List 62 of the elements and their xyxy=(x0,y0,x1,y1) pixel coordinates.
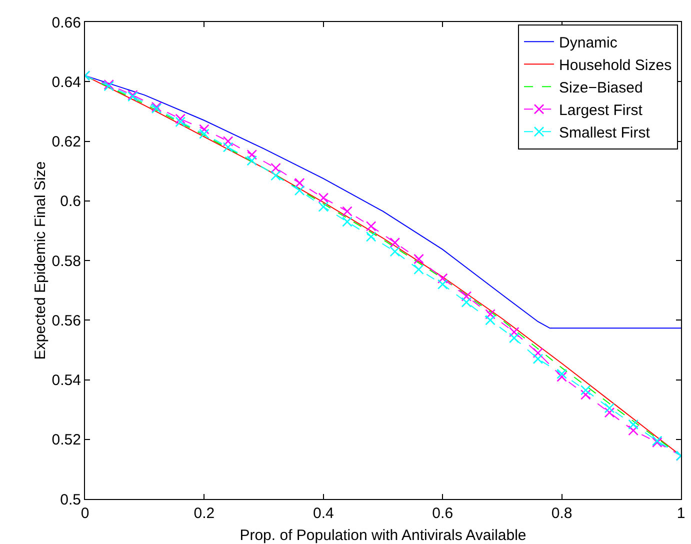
legend-label: Smallest First xyxy=(559,124,651,142)
point xyxy=(485,309,496,320)
point xyxy=(175,116,186,128)
y-tick-label: 0.5 xyxy=(60,491,81,508)
x-tick-label: 0 xyxy=(80,505,90,522)
point xyxy=(508,332,520,344)
y-tick-label: 0.58 xyxy=(52,252,81,270)
legend-label: Household Sizes xyxy=(559,56,672,74)
y-tick-label: 0.56 xyxy=(52,312,81,330)
point xyxy=(604,407,615,418)
x-tick-label: 0.2 xyxy=(194,505,215,522)
point xyxy=(366,221,376,232)
point xyxy=(199,128,210,139)
point xyxy=(556,372,567,382)
point xyxy=(508,326,520,338)
point xyxy=(222,136,234,146)
y-tick-label: 0.62 xyxy=(52,134,81,150)
point xyxy=(270,162,281,174)
point xyxy=(414,254,424,264)
point xyxy=(628,419,638,430)
line-series xyxy=(85,75,681,329)
x-tick-label: 0.6 xyxy=(432,505,454,522)
point xyxy=(580,385,591,396)
point xyxy=(437,273,448,284)
point xyxy=(222,142,234,152)
y-axis-title: Expected Epidemic Final Size xyxy=(32,161,49,360)
point xyxy=(318,192,329,204)
x-axis-title: Prop. of Population with Antivirals Available xyxy=(240,527,526,544)
legend-label: Dynamic xyxy=(559,34,618,52)
y-tick-label: 0.54 xyxy=(52,372,81,389)
y-tick-label: 0.64 xyxy=(52,74,81,91)
point xyxy=(294,178,305,188)
point xyxy=(270,170,281,181)
point xyxy=(175,114,186,124)
y-tick-label: 0.52 xyxy=(52,432,81,449)
point xyxy=(318,202,329,212)
y-tick-label: 0.6 xyxy=(60,193,81,210)
point xyxy=(390,237,400,248)
point xyxy=(556,368,567,379)
point xyxy=(485,314,496,326)
point xyxy=(461,291,472,302)
point xyxy=(532,354,544,364)
x-tick-label: 1 xyxy=(676,505,686,522)
legend-label: Largest First xyxy=(559,102,644,119)
point xyxy=(461,297,472,308)
x-tick-label: 0.4 xyxy=(312,505,334,522)
point xyxy=(390,246,400,257)
point xyxy=(414,264,424,275)
point xyxy=(342,206,352,216)
point xyxy=(604,402,615,414)
point xyxy=(294,185,305,196)
point xyxy=(366,232,376,242)
point xyxy=(437,279,448,290)
x-tick-label: 0.8 xyxy=(551,505,572,522)
point xyxy=(532,348,544,358)
point xyxy=(246,155,258,166)
point xyxy=(246,150,258,160)
point xyxy=(199,124,210,134)
point xyxy=(580,390,591,400)
legend-label: Size−Biased xyxy=(559,79,643,96)
y-tick-label: 0.66 xyxy=(52,14,81,32)
point xyxy=(342,216,352,227)
